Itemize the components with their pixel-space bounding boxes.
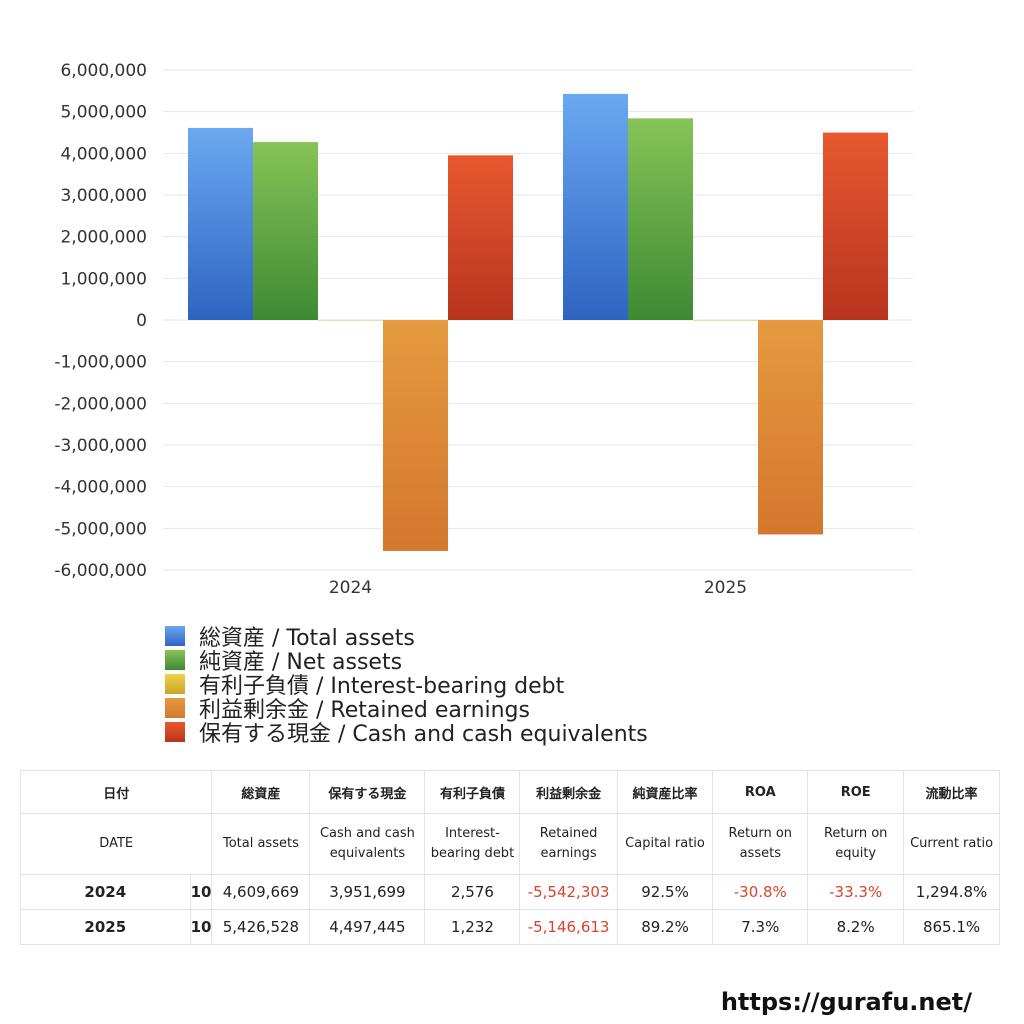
table-row: 2024 10 4,609,669 3,951,699 2,576 -5,542…: [20, 874, 1000, 910]
bar-series-3-2025: [758, 320, 823, 535]
y-tick-label: 4,000,000: [60, 144, 147, 164]
header-date-jp: 日付: [19, 770, 213, 814]
site-url: https://gurafu.net/: [720, 988, 972, 1016]
legend-label: 利益剰余金 / Retained earnings: [199, 698, 530, 723]
y-tick-label: -2,000,000: [54, 394, 147, 414]
axis-labels: 6,000,000 5,000,000 4,000,000 3,000,000 2,00…: [54, 61, 747, 598]
cell-capital-ratio: 89.2%: [616, 909, 714, 945]
y-tick-label: 6,000,000: [60, 61, 147, 81]
y-tick-label: 3,000,000: [60, 186, 147, 206]
header-date-en: DATE: [19, 813, 213, 875]
cell-roe: -33.3%: [807, 874, 905, 910]
bar-series-0-2025: [563, 93, 628, 320]
header-roa-jp: ROA: [712, 770, 809, 814]
header-capital-ratio-jp: 純資産比率: [616, 770, 714, 814]
bar-series-4-2025: [823, 132, 888, 320]
financial-table: 日付 総資産 保有する現金 有利子負債 利益剰余金 純資産比率 ROA ROE …: [19, 770, 1000, 945]
legend-label: 保有する現金 / Cash and cash equivalents: [199, 722, 648, 747]
y-tick-label: 1,000,000: [60, 269, 147, 289]
table-header-jp: 日付 総資産 保有する現金 有利子負債 利益剰余金 純資産比率 ROA ROE …: [19, 770, 1000, 814]
header-total-assets-jp: 総資産: [211, 770, 311, 814]
bar-series-3-2024: [383, 320, 448, 551]
header-cash-jp: 保有する現金: [309, 770, 426, 814]
legend: 総資産 / Total assets 純資産 / Net assets 有利子負…: [165, 624, 648, 747]
y-tick-label: -4,000,000: [54, 478, 147, 498]
bar-series-4-2024: [448, 155, 513, 320]
bar-series-0-2024: [188, 127, 253, 321]
cell-retained: -5,542,303: [519, 874, 618, 910]
bar-series-1-2025: [628, 118, 693, 320]
legend-swatch: [165, 650, 185, 670]
legend-swatch: [165, 722, 185, 742]
legend-item-retained-earnings: 利益剰余金 / Retained earnings: [165, 696, 648, 723]
y-tick-label: -3,000,000: [54, 436, 147, 456]
legend-swatch: [165, 626, 185, 646]
legend-swatch: [165, 674, 185, 694]
legend-item-interest-bearing-debt: 有利子負債 / Interest-bearing debt: [165, 672, 648, 699]
header-debt-jp: 有利子負債: [424, 770, 521, 814]
legend-item-cash: 保有する現金 / Cash and cash equivalents: [165, 720, 648, 747]
bar-series-2-2025: [693, 319, 758, 321]
legend-item-total-assets: 総資産 / Total assets: [165, 624, 648, 651]
cell-current-ratio: 1,294.8%: [903, 874, 1000, 910]
legend-swatch: [165, 698, 185, 718]
header-current-ratio-en: Current ratio: [903, 813, 1000, 875]
row-month: 10: [189, 909, 213, 945]
header-retained-jp: 利益剰余金: [519, 770, 618, 814]
header-total-assets-en: Total assets: [211, 813, 311, 875]
header-retained-en: Retained earnings: [519, 813, 618, 875]
legend-label: 純資産 / Net assets: [199, 650, 403, 675]
header-roe-jp: ROE: [807, 770, 905, 814]
cell-cash: 4,497,445: [309, 909, 426, 945]
y-tick-label: 5,000,000: [60, 103, 147, 123]
cell-cash: 3,951,699: [309, 874, 426, 910]
bar-series-2-2024: [318, 319, 383, 321]
y-tick-label: 2,000,000: [60, 228, 147, 248]
cell-retained: -5,146,613: [519, 909, 618, 945]
cell-debt: 1,232: [424, 909, 521, 945]
row-year: 2025: [20, 909, 191, 945]
cell-current-ratio: 865.1%: [903, 909, 1000, 945]
cell-roe: 8.2%: [807, 909, 905, 945]
header-roa-en: Return on assets: [712, 813, 809, 875]
y-tick-label: -1,000,000: [54, 353, 147, 373]
cell-roa: -30.8%: [712, 874, 809, 910]
x-category-label: 2025: [704, 578, 747, 598]
row-year: 2024: [20, 874, 191, 910]
header-cash-en: Cash and cash equivalents: [309, 813, 426, 875]
bars: [188, 93, 888, 551]
y-tick-label: 0: [136, 311, 147, 331]
cell-debt: 2,576: [424, 874, 521, 910]
cell-roa: 7.3%: [712, 909, 809, 945]
cell-total-assets: 5,426,528: [211, 909, 311, 945]
y-tick-label: -5,000,000: [54, 519, 147, 539]
header-roe-en: Return on equity: [807, 813, 905, 875]
header-capital-ratio-en: Capital ratio: [616, 813, 714, 875]
table-row: 2025 10 5,426,528 4,497,445 1,232 -5,146…: [20, 909, 1000, 945]
header-current-ratio-jp: 流動比率: [903, 770, 1000, 814]
bar-chart: 6,000,000 5,000,000 4,000,000 3,000,000 2,00…: [54, 61, 913, 598]
x-category-label: 2024: [329, 578, 372, 598]
legend-item-net-assets: 純資産 / Net assets: [165, 648, 648, 675]
legend-label: 有利子負債 / Interest-bearing debt: [199, 674, 565, 699]
cell-capital-ratio: 92.5%: [616, 874, 714, 910]
legend-label: 総資産 / Total assets: [199, 626, 415, 651]
cell-total-assets: 4,609,669: [211, 874, 311, 910]
table-header-en: DATE Total assets Cash and cash equivale…: [19, 813, 1000, 875]
header-debt-en: Interest-bearing debt: [424, 813, 521, 875]
row-month: 10: [189, 874, 213, 910]
bar-series-1-2024: [253, 142, 318, 320]
chart-area: 6,000,000 5,000,000 4,000,000 3,000,000 2,00…: [54, 61, 913, 598]
y-tick-label: -6,000,000: [54, 561, 147, 581]
